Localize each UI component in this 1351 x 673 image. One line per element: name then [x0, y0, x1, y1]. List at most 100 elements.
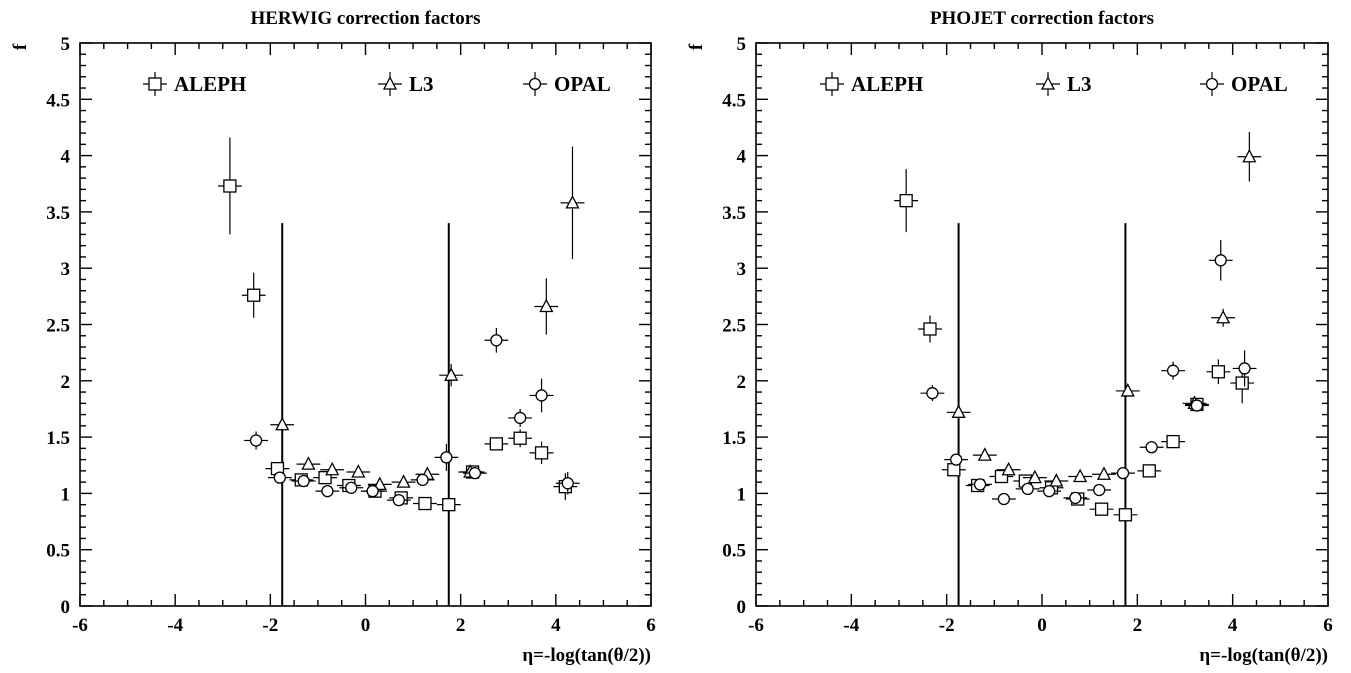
y-tick-label: 1: [737, 484, 747, 505]
data-point-l3: [325, 461, 340, 476]
data-point-opal: [345, 481, 358, 494]
chart-panel-herwig: HERWIG correction factors -6 -4 -2 0 2 4 6 0 0.5 1…: [10, 8, 656, 666]
data-point-l3: [444, 367, 459, 381]
x-tick-label: 0: [1037, 615, 1047, 636]
data-point-aleph: [1118, 508, 1133, 522]
data-point-aleph: [899, 193, 913, 208]
data-point-opal: [1190, 399, 1204, 412]
data-point-opal: [440, 451, 453, 464]
data-point-opal: [249, 434, 263, 447]
data-point-opal: [1238, 362, 1251, 375]
data-point-aleph: [418, 496, 432, 511]
data-point-aleph: [1235, 376, 1249, 390]
data-point-opal: [297, 474, 310, 488]
data-point-aleph: [513, 431, 527, 445]
x-tick-label: 6: [646, 615, 656, 636]
x-tick-label: 2: [1133, 615, 1143, 636]
data-point-opal: [1043, 484, 1056, 498]
data-point-opal: [1145, 441, 1158, 454]
series-l3: [270, 146, 585, 491]
legend: ALEPH L3 OPAL: [820, 72, 1288, 96]
data-point-opal: [392, 494, 405, 507]
x-tick-label: 6: [1323, 615, 1333, 636]
series-aleph: [217, 137, 578, 512]
y-tick-label: 2.5: [722, 316, 746, 337]
legend-label-l3: L3: [409, 72, 434, 96]
data-point-aleph: [534, 446, 549, 460]
data-point-l3: [1049, 473, 1064, 487]
data-point-opal: [973, 478, 987, 491]
y-tick-label: 0.5: [722, 541, 746, 562]
data-point-opal: [561, 477, 574, 490]
y-tick-label: 3.5: [46, 203, 70, 224]
data-point-aleph: [947, 463, 961, 477]
legend-marker-aleph: [148, 77, 162, 91]
data-point-opal: [1116, 466, 1130, 480]
legend-marker-opal: [528, 77, 542, 91]
data-point-opal: [1021, 482, 1034, 496]
y-tick-label: 5: [61, 34, 71, 55]
data-point-opal: [997, 492, 1011, 506]
data-point-l3: [565, 194, 580, 209]
data-point-l3: [301, 456, 316, 470]
x-tick-label: -4: [843, 615, 859, 636]
y-tick-label: 3: [61, 259, 71, 280]
legend-label-opal: OPAL: [1231, 72, 1288, 96]
y-axis-label: f: [10, 43, 31, 50]
y-tick-label: 3: [737, 259, 747, 280]
data-point-opal: [535, 389, 548, 402]
x-tick-label: 4: [551, 615, 561, 636]
data-point-aleph: [1211, 365, 1226, 379]
y-tick-label: 5: [737, 34, 747, 55]
y-tick-label: 0.5: [46, 541, 70, 562]
x-tick-label: 4: [1228, 615, 1238, 636]
data-point-opal: [1214, 254, 1227, 267]
legend-marker-l3: [1040, 76, 1056, 90]
data-point-l3: [1120, 383, 1135, 397]
y-tick-label: 4.5: [722, 90, 746, 111]
data-point-l3: [539, 298, 554, 313]
x-axis-label: η=-log(tan(θ/2)): [522, 645, 651, 666]
data-point-opal: [273, 471, 287, 484]
data-point-opal: [950, 453, 963, 466]
series-l3: [946, 131, 1262, 487]
data-point-aleph: [923, 322, 937, 336]
legend-label-opal: OPAL: [554, 72, 611, 96]
x-tick-label: 0: [361, 615, 371, 636]
data-point-aleph: [247, 288, 261, 302]
data-point-aleph: [489, 437, 504, 451]
series-aleph: [894, 169, 1255, 522]
data-point-aleph: [1094, 502, 1109, 516]
x-tick-label: -6: [748, 615, 764, 636]
data-point-aleph: [223, 179, 237, 193]
x-tick-label: 2: [456, 615, 466, 636]
y-tick-label: 2: [61, 372, 71, 393]
legend-marker-opal: [1205, 77, 1219, 91]
data-point-opal: [1069, 491, 1082, 505]
x-axis-label: η=-log(tan(θ/2)): [1199, 645, 1328, 666]
x-tick-label: -2: [262, 615, 278, 636]
data-point-l3: [1216, 309, 1231, 324]
legend-label-aleph: ALEPH: [851, 72, 923, 96]
data-point-aleph: [442, 498, 456, 512]
y-axis-label: f: [686, 43, 707, 50]
data-point-l3: [396, 474, 411, 488]
data-point-opal: [1166, 364, 1180, 377]
data-point-l3: [275, 416, 290, 431]
data-point-aleph: [1142, 464, 1156, 478]
plot-frame: [79, 42, 652, 607]
y-tick-label: 0: [61, 597, 71, 618]
legend: ALEPH L3 OPAL: [143, 72, 611, 96]
legend-label-aleph: ALEPH: [174, 72, 246, 96]
chart-title: HERWIG correction factors: [250, 8, 480, 29]
y-tick-label: 0: [737, 597, 747, 618]
data-point-l3: [1027, 469, 1042, 484]
x-tick-label: -2: [939, 615, 955, 636]
data-point-aleph: [1166, 434, 1180, 449]
chart-title: PHOJET correction factors: [930, 8, 1154, 29]
data-point-l3: [1073, 468, 1088, 483]
y-tick-label: 2.5: [46, 316, 70, 337]
data-point-l3: [1096, 466, 1112, 480]
data-point-l3: [1242, 148, 1257, 163]
